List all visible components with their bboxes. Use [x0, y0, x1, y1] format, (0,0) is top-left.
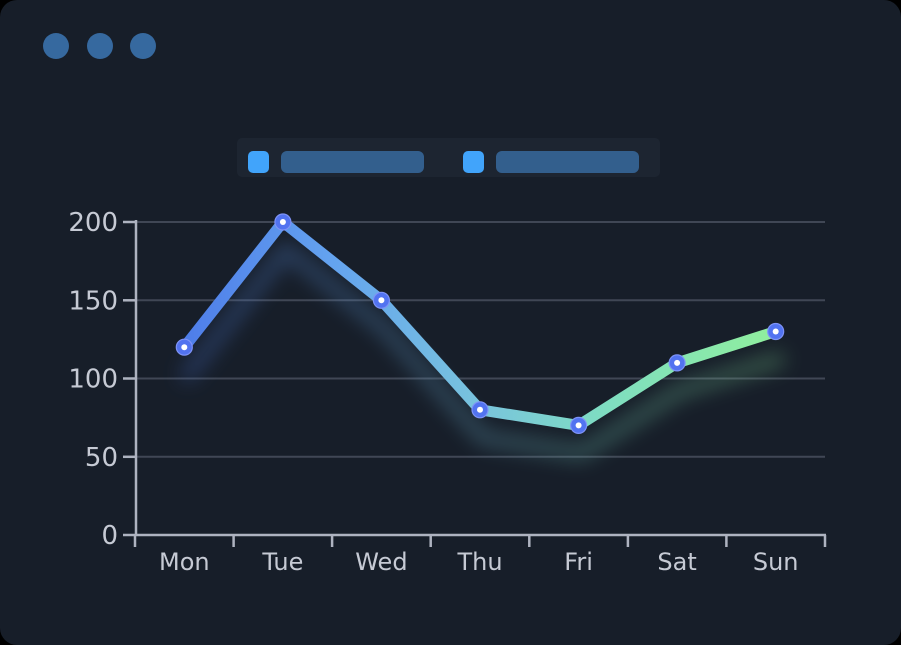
legend-swatch-icon	[248, 151, 269, 173]
data-point-center	[279, 219, 286, 225]
data-point-center	[181, 344, 188, 351]
x-category-label: Mon	[159, 548, 210, 576]
chart-legend	[237, 138, 660, 177]
y-tick-label: 200	[68, 208, 118, 238]
data-point-center	[575, 422, 582, 429]
y-tick-label: 0	[101, 521, 118, 551]
window-control-dot[interactable]	[130, 33, 156, 59]
data-point[interactable]	[767, 322, 785, 341]
data-point-center	[772, 328, 779, 335]
x-category-label: Sun	[753, 548, 799, 576]
y-tick-label: 50	[85, 443, 118, 473]
data-point[interactable]	[569, 416, 588, 434]
data-point-center	[378, 297, 385, 304]
data-point[interactable]	[274, 213, 292, 231]
legend-label-placeholder	[281, 151, 424, 173]
legend-swatch-icon	[463, 151, 484, 173]
legend-item-series-2[interactable]	[463, 151, 639, 173]
x-category-label: Thu	[456, 548, 502, 576]
window-control-dot[interactable]	[43, 33, 69, 59]
x-category-label: Fri	[564, 548, 593, 576]
legend-item-series-1[interactable]	[248, 151, 424, 173]
x-category-label: Wed	[355, 548, 407, 576]
window-control-dot[interactable]	[86, 33, 113, 59]
y-tick-label: 150	[68, 286, 118, 316]
data-point[interactable]	[668, 354, 686, 372]
data-point-center	[477, 406, 483, 413]
window-titlebar	[43, 33, 156, 59]
legend-label-placeholder	[496, 151, 639, 173]
data-point[interactable]	[175, 338, 193, 356]
data-point[interactable]	[471, 401, 489, 419]
y-tick-label: 100	[68, 365, 118, 395]
x-category-label: Tue	[261, 548, 303, 576]
data-point-center	[674, 359, 681, 366]
data-point[interactable]	[372, 291, 390, 309]
x-category-label: Sat	[657, 548, 696, 576]
line-glow	[180, 243, 786, 460]
